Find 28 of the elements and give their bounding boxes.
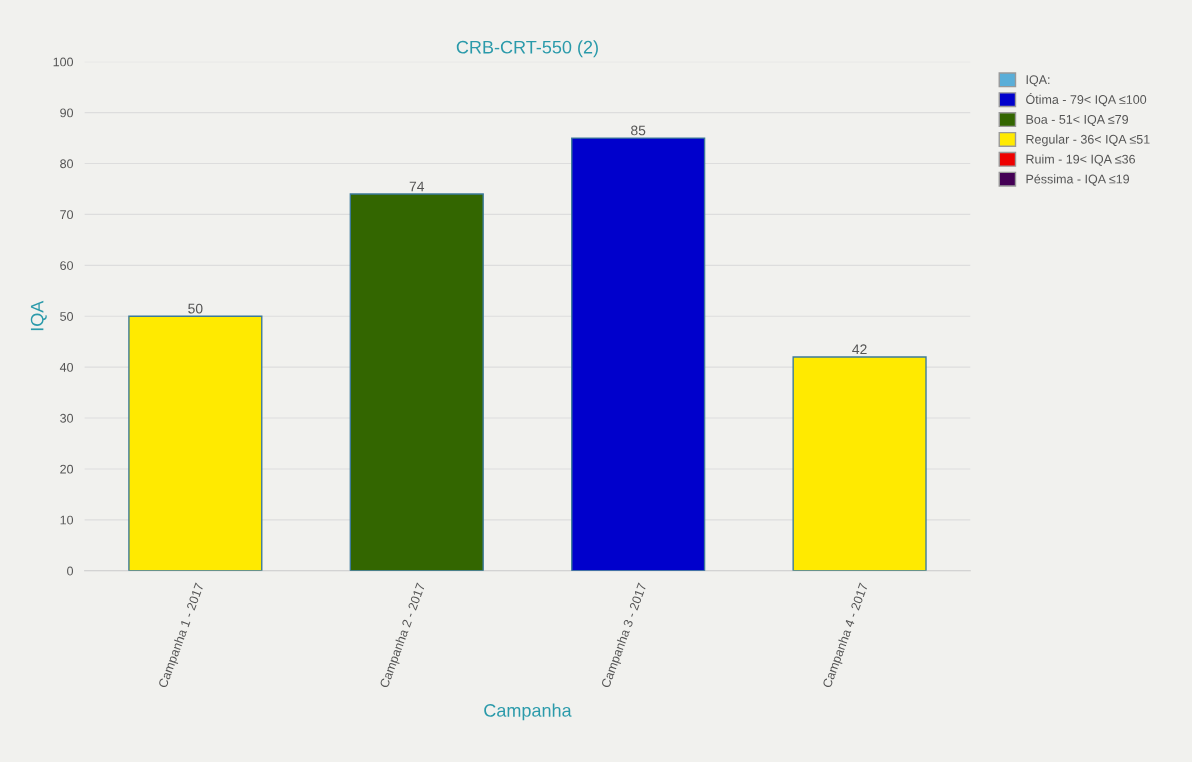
legend-label: Ruim - 19< IQA ≤36 [1026, 154, 1135, 166]
x-axis-title: Campanha [484, 703, 572, 721]
chart-title: CRB-CRT-550 (2) [456, 40, 598, 58]
bar [571, 137, 706, 571]
y-tick-label: 80 [60, 159, 74, 169]
y-tick-label: 70 [60, 210, 74, 220]
y-tick-label: 30 [60, 413, 74, 423]
y-tick-label: 90 [60, 108, 74, 118]
y-axis-title: IQA [30, 300, 47, 331]
legend-label: Péssima - IQA ≤19 [1026, 174, 1130, 186]
y-tick-label: 60 [60, 261, 74, 270]
y-tick-label: 10 [60, 515, 74, 525]
y-tick-label: 20 [60, 464, 74, 474]
data-label: 85 [631, 125, 646, 136]
data-label: 74 [409, 181, 425, 192]
legend-label: Ótima - 79< IQA ≤100 [1026, 93, 1147, 107]
bar [349, 193, 484, 571]
y-tick-label: 0 [67, 566, 74, 576]
legend-label: Boa - 51< IQA ≤79 [1026, 114, 1129, 127]
y-tick-label: 100 [53, 57, 74, 67]
bar [128, 315, 263, 571]
y-tick-label: 50 [60, 312, 74, 321]
y-tick-label: 40 [59, 362, 74, 372]
data-label: 42 [852, 344, 867, 355]
legend-label: Regular - 36< IQA ≤51 [1026, 134, 1150, 147]
legend-label: IQA: [1026, 75, 1050, 87]
data-label: 50 [188, 303, 203, 314]
bar [792, 356, 927, 571]
